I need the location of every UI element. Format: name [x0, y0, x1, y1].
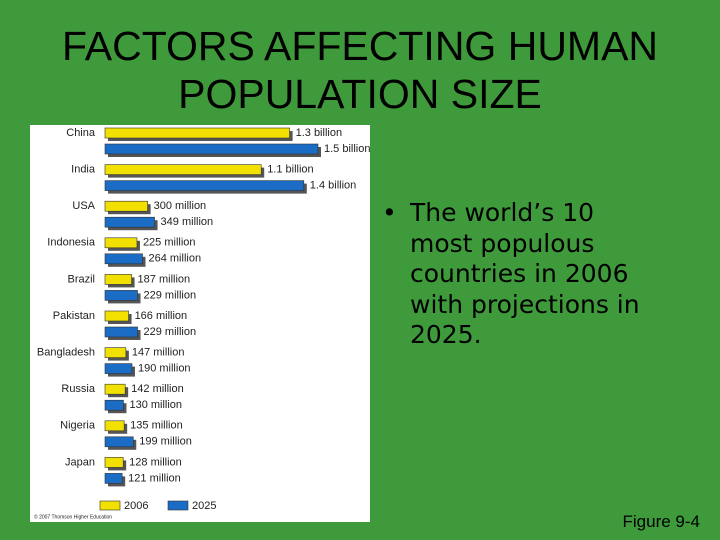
- figure-label: Figure 9-4: [622, 512, 700, 531]
- bar: [104, 363, 133, 374]
- value-label: 1.1 billion: [267, 164, 313, 176]
- category-label: Pakistan: [53, 310, 95, 322]
- bar: [104, 420, 125, 432]
- legend-label: 2006: [124, 500, 148, 512]
- bar: [104, 164, 262, 175]
- category-label: Bangladesh: [37, 347, 95, 359]
- value-label: 147 million: [132, 347, 185, 359]
- bullet-text: The world’s 10 most populous countries i…: [382, 198, 646, 351]
- value-label: 199 million: [139, 436, 192, 448]
- value-label: 1.4 billion: [310, 180, 356, 192]
- legend-swatch: [167, 500, 189, 511]
- bar: [104, 436, 134, 448]
- bar: [104, 290, 138, 301]
- category-label: Nigeria: [60, 420, 96, 432]
- bar: [104, 326, 138, 338]
- bar: [104, 237, 138, 249]
- value-label: 142 million: [131, 383, 184, 395]
- slide-title: FACTORS AFFECTING HUMAN POPULATION SIZE: [61, 23, 659, 117]
- bar: [104, 253, 143, 265]
- bar: [104, 274, 132, 285]
- category-label: Indonesia: [47, 237, 96, 249]
- category-label: China: [66, 127, 96, 139]
- bar: [104, 399, 124, 411]
- credit: © 2007 Thomson Higher Education: [34, 513, 112, 520]
- bar: [104, 216, 155, 228]
- value-label: 130 million: [129, 399, 182, 411]
- value-label: 187 million: [138, 273, 191, 285]
- category-label: India: [71, 164, 96, 176]
- category-label: Brazil: [67, 273, 95, 285]
- bar: [104, 127, 290, 139]
- value-label: 349 million: [161, 216, 214, 228]
- value-label: 300 million: [154, 200, 207, 212]
- bar: [104, 473, 123, 484]
- legend-label: 2025: [192, 500, 216, 512]
- bar: [104, 310, 129, 322]
- category-label: Russia: [61, 383, 96, 395]
- category-label: USA: [72, 200, 95, 212]
- value-label: 135 million: [130, 420, 183, 432]
- value-label: 264 million: [148, 253, 201, 265]
- value-label: 225 million: [143, 237, 196, 249]
- value-label: 229 million: [144, 289, 197, 301]
- bar: [104, 347, 127, 358]
- value-label: 229 million: [144, 326, 197, 338]
- value-label: 1.3 billion: [296, 127, 342, 139]
- bar: [104, 457, 124, 468]
- bar: [104, 200, 148, 212]
- category-label: Japan: [65, 456, 95, 468]
- legend-swatch: [99, 500, 121, 511]
- value-label: 121 million: [128, 472, 181, 484]
- value-label: 166 million: [135, 310, 188, 322]
- value-label: 128 million: [129, 456, 182, 468]
- bar: [104, 383, 126, 395]
- bar: [104, 143, 319, 155]
- value-label: 190 million: [138, 363, 191, 375]
- value-label: 1.5 billion: [324, 143, 370, 155]
- bar: [104, 180, 305, 191]
